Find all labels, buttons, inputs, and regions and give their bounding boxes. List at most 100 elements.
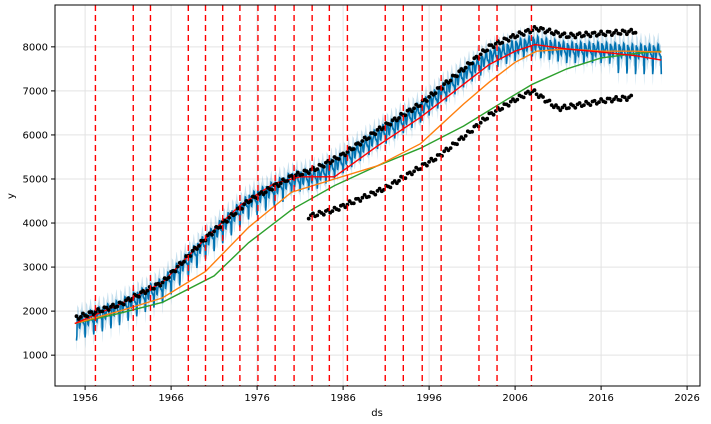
observed-point (622, 95, 627, 100)
observed-point (111, 302, 115, 307)
observed-point (373, 132, 378, 137)
y-tick-label: 8000 (23, 42, 48, 53)
y-tick-label: 1000 (23, 351, 48, 362)
observed-point (173, 269, 178, 274)
observed-point (296, 170, 300, 175)
observed-point (285, 179, 290, 183)
observed-point (152, 286, 156, 291)
x-tick-label: 1996 (416, 393, 441, 404)
observed-point (541, 95, 545, 99)
observed-point (341, 202, 345, 207)
observed-point (554, 103, 558, 108)
x-tick-label: 1986 (330, 393, 355, 404)
observed-point (212, 229, 217, 234)
observed-point (373, 192, 378, 197)
observed-point (599, 97, 603, 101)
observed-point (573, 105, 578, 110)
observed-point (633, 30, 638, 35)
observed-point (571, 33, 575, 37)
observed-point (448, 146, 453, 151)
x-tick-label: 2026 (674, 393, 699, 404)
observed-point (614, 28, 618, 33)
observed-point (321, 164, 326, 169)
observed-point (603, 100, 608, 105)
observed-point (625, 98, 629, 102)
observed-point (588, 34, 593, 39)
observed-point (388, 122, 393, 127)
y-axis-label: y (6, 193, 17, 199)
observed-point (448, 78, 453, 83)
x-axis-ticks: 1956 1966 1976 1986 1996 2006 2016 2026 (72, 386, 700, 404)
observed-point (106, 308, 111, 312)
observed-point (603, 33, 608, 38)
observed-point (210, 232, 214, 237)
observed-point (276, 184, 281, 189)
observed-point (461, 68, 466, 73)
observed-point (515, 34, 520, 38)
y-tick-label: 7000 (23, 86, 48, 97)
observed-point (427, 95, 431, 99)
observed-point (321, 212, 326, 217)
observed-point (306, 216, 311, 221)
observed-point (461, 137, 466, 141)
observed-point (315, 167, 320, 172)
observed-point (541, 26, 545, 31)
observed-point (463, 134, 468, 138)
observed-point (233, 211, 238, 216)
observed-point (629, 27, 634, 32)
observed-point (343, 205, 348, 210)
observed-point (167, 275, 171, 280)
observed-point (526, 89, 530, 94)
observed-point (175, 264, 180, 269)
observed-point (78, 315, 83, 319)
observed-point (367, 194, 371, 199)
observed-point (427, 160, 431, 164)
observed-point (433, 91, 438, 96)
observed-point (179, 262, 184, 266)
observed-point (485, 116, 490, 121)
observed-point (425, 163, 429, 168)
x-tick-label: 1956 (72, 393, 97, 404)
observed-point (89, 310, 94, 314)
observed-point (625, 32, 629, 37)
observed-point (360, 195, 365, 200)
observed-point (567, 35, 571, 39)
y-tick-label: 5000 (23, 174, 48, 185)
y-tick-label: 4000 (23, 219, 48, 230)
observed-point (526, 27, 530, 32)
observed-point (91, 312, 96, 317)
observed-point (195, 247, 199, 251)
y-tick-label: 6000 (23, 130, 48, 141)
observed-point (582, 33, 586, 38)
observed-point (491, 45, 496, 50)
observed-point (96, 307, 100, 311)
observed-point (433, 157, 438, 162)
observed-point (556, 31, 560, 35)
observed-point (410, 109, 414, 114)
observed-point (160, 280, 165, 285)
x-tick-label: 1976 (244, 393, 269, 404)
observed-point (397, 116, 401, 120)
observed-point (573, 35, 578, 40)
observed-point (403, 176, 408, 181)
observed-point (562, 31, 567, 36)
observed-point (622, 29, 627, 34)
observed-point (330, 159, 335, 163)
observed-point (336, 208, 341, 212)
observed-point (351, 201, 356, 206)
observed-point (515, 97, 520, 102)
changepoint-lines (94, 5, 533, 386)
forecast-line (75, 33, 663, 341)
observed-point (478, 120, 483, 125)
observed-point (248, 199, 253, 203)
observed-point (412, 106, 416, 111)
observed-point (126, 296, 130, 301)
observed-point (547, 98, 552, 103)
observed-point (551, 32, 556, 37)
observed-point (511, 33, 515, 37)
observed-point (418, 167, 423, 171)
observed-point (74, 314, 79, 319)
observed-point (412, 169, 416, 174)
observed-point (367, 136, 371, 141)
